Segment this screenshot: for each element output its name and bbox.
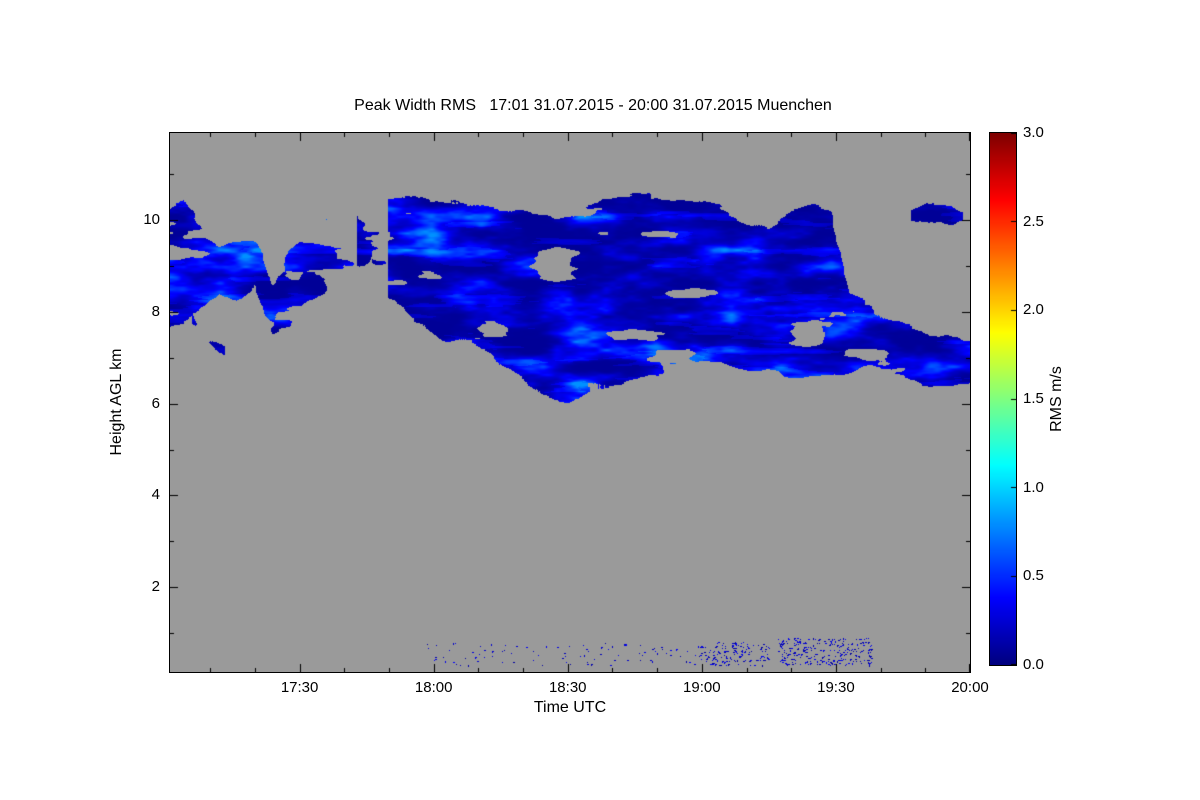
x-tick-label: 19:30 xyxy=(817,679,855,696)
colorbar-canvas xyxy=(990,133,1016,665)
y-tick-label: 10 xyxy=(143,211,160,229)
chart-title: Peak Width RMS 17:01 31.07.2015 - 20:00 … xyxy=(354,97,832,114)
y-tick-label: 4 xyxy=(151,486,160,504)
y-axis-label: Height AGL km xyxy=(108,348,125,456)
colorbar-tick-label: 1.0 xyxy=(1023,478,1044,496)
y-tick-label: 8 xyxy=(151,302,160,320)
x-tick-label: 17:30 xyxy=(280,679,319,696)
heatmap-canvas xyxy=(170,133,970,672)
x-tick-label: 19:00 xyxy=(683,679,721,696)
colorbar-tick-label: 2.0 xyxy=(1023,301,1044,319)
x-tick-label: 20:00 xyxy=(951,679,989,696)
y-tick-label: 2 xyxy=(151,578,160,596)
colorbar-tick-label: 0.5 xyxy=(1023,567,1044,585)
colorbar-tick-label: 0.0 xyxy=(1023,656,1044,673)
plot-area xyxy=(169,132,971,673)
colorbar-tick-label: 1.5 xyxy=(1023,390,1044,407)
colorbar xyxy=(989,132,1017,666)
x-tick-label: 18:00 xyxy=(414,679,453,696)
x-axis-label: Time UTC xyxy=(533,699,607,716)
colorbar-tick-label: 3.0 xyxy=(1023,124,1044,141)
colorbar-tick-label: 2.5 xyxy=(1023,212,1044,230)
colorbar-label: RMS m/s xyxy=(1048,366,1065,432)
y-tick-label: 6 xyxy=(151,394,160,412)
x-tick-label: 18:30 xyxy=(548,679,587,696)
